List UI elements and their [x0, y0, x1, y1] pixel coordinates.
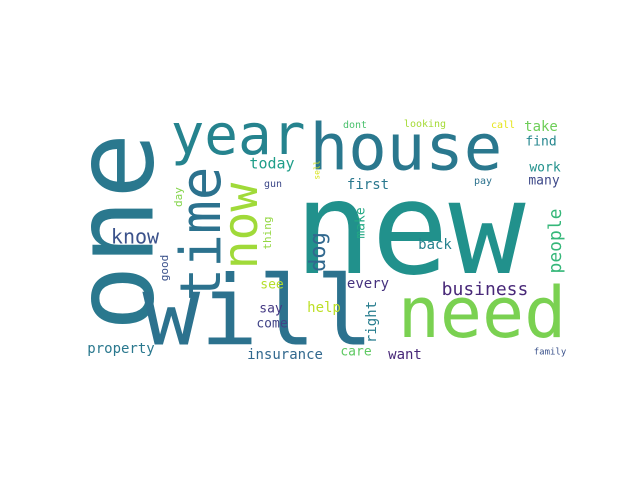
word-pay: pay [474, 176, 492, 187]
word-care: care [340, 345, 371, 360]
word-take: take [524, 119, 558, 135]
word-find: find [525, 135, 556, 150]
word-see: see [260, 278, 284, 293]
word-help: help [307, 300, 341, 316]
word-house: house [310, 112, 503, 186]
word-one: one [50, 133, 178, 332]
word-will: will [142, 255, 373, 367]
word-year: year [171, 103, 306, 168]
word-work: work [529, 161, 560, 176]
word-property: property [87, 341, 154, 357]
word-today: today [249, 155, 294, 173]
word-dont: dont [343, 120, 367, 131]
word-business: business [442, 279, 529, 300]
word-say: say [259, 302, 283, 317]
word-many: many [528, 174, 559, 189]
word-looking: looking [404, 119, 446, 130]
word-time: time [169, 167, 234, 302]
word-day: day [172, 187, 185, 207]
word-new: new [294, 155, 526, 304]
word-right: right [364, 301, 380, 343]
word-insurance: insurance [247, 347, 323, 363]
word-call: call [491, 120, 515, 131]
word-now: now [213, 183, 269, 270]
word-sell: sell [313, 160, 322, 179]
word-good: good [158, 255, 171, 282]
word-need: need [398, 272, 567, 354]
word-thing: thing [261, 216, 274, 249]
word-family: family [534, 348, 567, 358]
word-know: know [111, 225, 160, 249]
word-gun: gun [264, 179, 282, 190]
word-every: every [347, 276, 389, 292]
word-want: want [388, 347, 422, 363]
word-first: first [347, 177, 389, 193]
word-back: back [418, 237, 452, 253]
word-come: come [256, 317, 287, 332]
word-people: people [545, 208, 566, 273]
word-make: make [354, 207, 369, 238]
word-dog: dog [306, 232, 331, 272]
